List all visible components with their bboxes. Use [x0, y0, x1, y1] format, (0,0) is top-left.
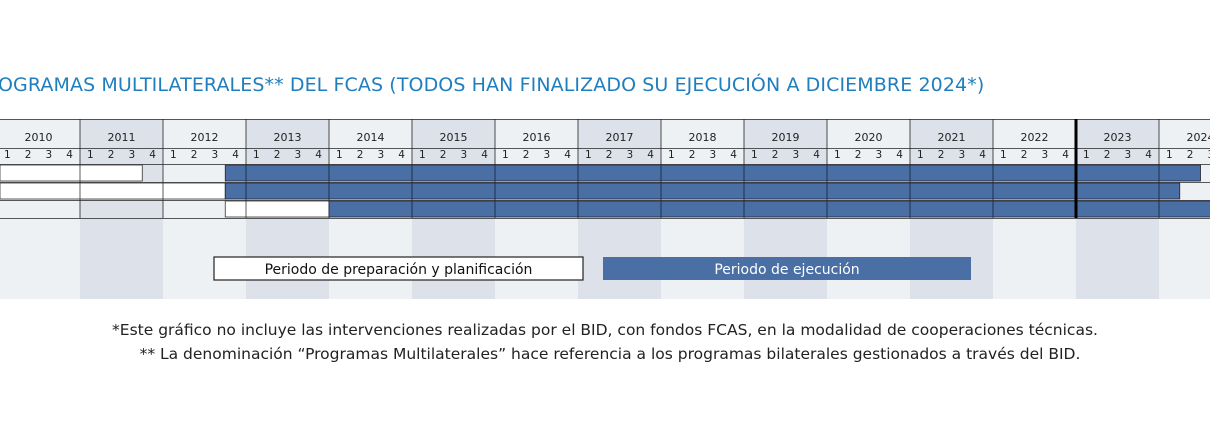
- quarter-label: 2: [855, 149, 862, 161]
- quarter-label: 2: [108, 149, 115, 161]
- quarter-label: 1: [1000, 149, 1007, 161]
- quarter-label: 4: [564, 149, 571, 161]
- quarter-label: 1: [87, 149, 94, 161]
- legend-preparation-swatch: [213, 256, 584, 281]
- year-label: 2014: [357, 131, 385, 144]
- footnote-1: *Este gráfico no incluye las intervencio…: [112, 321, 1098, 339]
- quarter-label: 3: [876, 149, 883, 161]
- quarter-label: 4: [896, 149, 903, 161]
- quarter-label: 4: [813, 149, 820, 161]
- quarter-label: 1: [751, 149, 758, 161]
- quarter-label: 3: [461, 149, 468, 161]
- quarter-label: 3: [627, 149, 634, 161]
- quarter-label: 2: [523, 149, 530, 161]
- quarter-label: 3: [212, 149, 219, 161]
- quarter-label: 1: [336, 149, 343, 161]
- year-label: 2018: [689, 131, 717, 144]
- quarter-label: 4: [481, 149, 488, 161]
- quarter-label: 4: [149, 149, 156, 161]
- preparation-bar: [0, 164, 143, 182]
- quarter-label: 3: [295, 149, 302, 161]
- quarter-label: 1: [253, 149, 260, 161]
- legend-execution-label: Periodo de ejecución: [714, 262, 859, 278]
- quarter-label: 2: [191, 149, 198, 161]
- quarter-label: 1: [1166, 149, 1173, 161]
- quarter-label: 4: [315, 149, 322, 161]
- year-label: 2015: [440, 131, 468, 144]
- year-label: 2019: [772, 131, 800, 144]
- quarter-label: 1: [1083, 149, 1090, 161]
- quarter-label: 3: [378, 149, 385, 161]
- quarter-label: 1: [917, 149, 924, 161]
- quarter-label: 3: [793, 149, 800, 161]
- quarter-label: 3: [129, 149, 136, 161]
- year-label: 2020: [855, 131, 883, 144]
- year-label: 2017: [606, 131, 634, 144]
- quarter-label: 2: [689, 149, 696, 161]
- year-label: 2023: [1104, 131, 1132, 144]
- quarter-label: 3: [959, 149, 966, 161]
- year-label: 2011: [108, 131, 136, 144]
- quarter-label: 1: [4, 149, 11, 161]
- quarter-label: 2: [606, 149, 613, 161]
- execution-bar: [328, 200, 1210, 218]
- quarter-label: 2: [938, 149, 945, 161]
- year-label: 2024: [1187, 131, 1210, 144]
- quarter-label: 3: [1208, 149, 1210, 161]
- quarter-label: 3: [544, 149, 551, 161]
- quarter-label: 4: [1062, 149, 1069, 161]
- year-label: 2021: [938, 131, 966, 144]
- year-label: 2022: [1021, 131, 1049, 144]
- quarter-label: 1: [170, 149, 177, 161]
- quarter-label: 2: [25, 149, 32, 161]
- quarter-label: 3: [1042, 149, 1049, 161]
- footnote-2: ** La denominación “Programas Multilater…: [139, 345, 1081, 363]
- quarter-label: 4: [1145, 149, 1152, 161]
- preparation-bar: [224, 200, 330, 218]
- execution-bar: [224, 182, 1181, 200]
- year-label: 2016: [523, 131, 551, 144]
- preparation-bar: [0, 182, 226, 200]
- quarter-label: 1: [668, 149, 675, 161]
- quarter-label: 2: [357, 149, 364, 161]
- quarter-label: 4: [979, 149, 986, 161]
- year-label: 2010: [25, 131, 53, 144]
- quarter-label: 1: [419, 149, 426, 161]
- quarter-label: 3: [46, 149, 53, 161]
- quarter-label: 4: [66, 149, 73, 161]
- quarter-label: 1: [502, 149, 509, 161]
- quarter-label: 4: [647, 149, 654, 161]
- quarter-label: 2: [274, 149, 281, 161]
- quarter-label: 4: [398, 149, 405, 161]
- year-band: [80, 119, 163, 299]
- chart-title: OGRAMAS MULTILATERALES** DEL FCAS (TODOS…: [0, 74, 985, 96]
- quarter-label: 4: [730, 149, 737, 161]
- quarter-label: 3: [710, 149, 717, 161]
- quarter-label: 2: [772, 149, 779, 161]
- year-label: 2013: [274, 131, 302, 144]
- legend-preparation-label: Periodo de preparación y planificación: [265, 262, 533, 278]
- quarter-label: 1: [834, 149, 841, 161]
- quarter-label: 4: [232, 149, 239, 161]
- year-band: [0, 119, 80, 299]
- quarter-label: 2: [1187, 149, 1194, 161]
- execution-bar: [224, 164, 1201, 182]
- year-label: 2012: [191, 131, 219, 144]
- quarter-label: 3: [1125, 149, 1132, 161]
- quarter-label: 2: [1021, 149, 1028, 161]
- quarter-label: 2: [440, 149, 447, 161]
- gantt-chart: 2010 1 2 3 4 2011 1 2 3 4 2012 1 2 3 4 2013 1 2 3 4 2014 1 2 3 4…: [0, 119, 1210, 299]
- quarter-label: 1: [585, 149, 592, 161]
- legend-execution-swatch: [603, 257, 971, 280]
- quarter-label: 2: [1104, 149, 1111, 161]
